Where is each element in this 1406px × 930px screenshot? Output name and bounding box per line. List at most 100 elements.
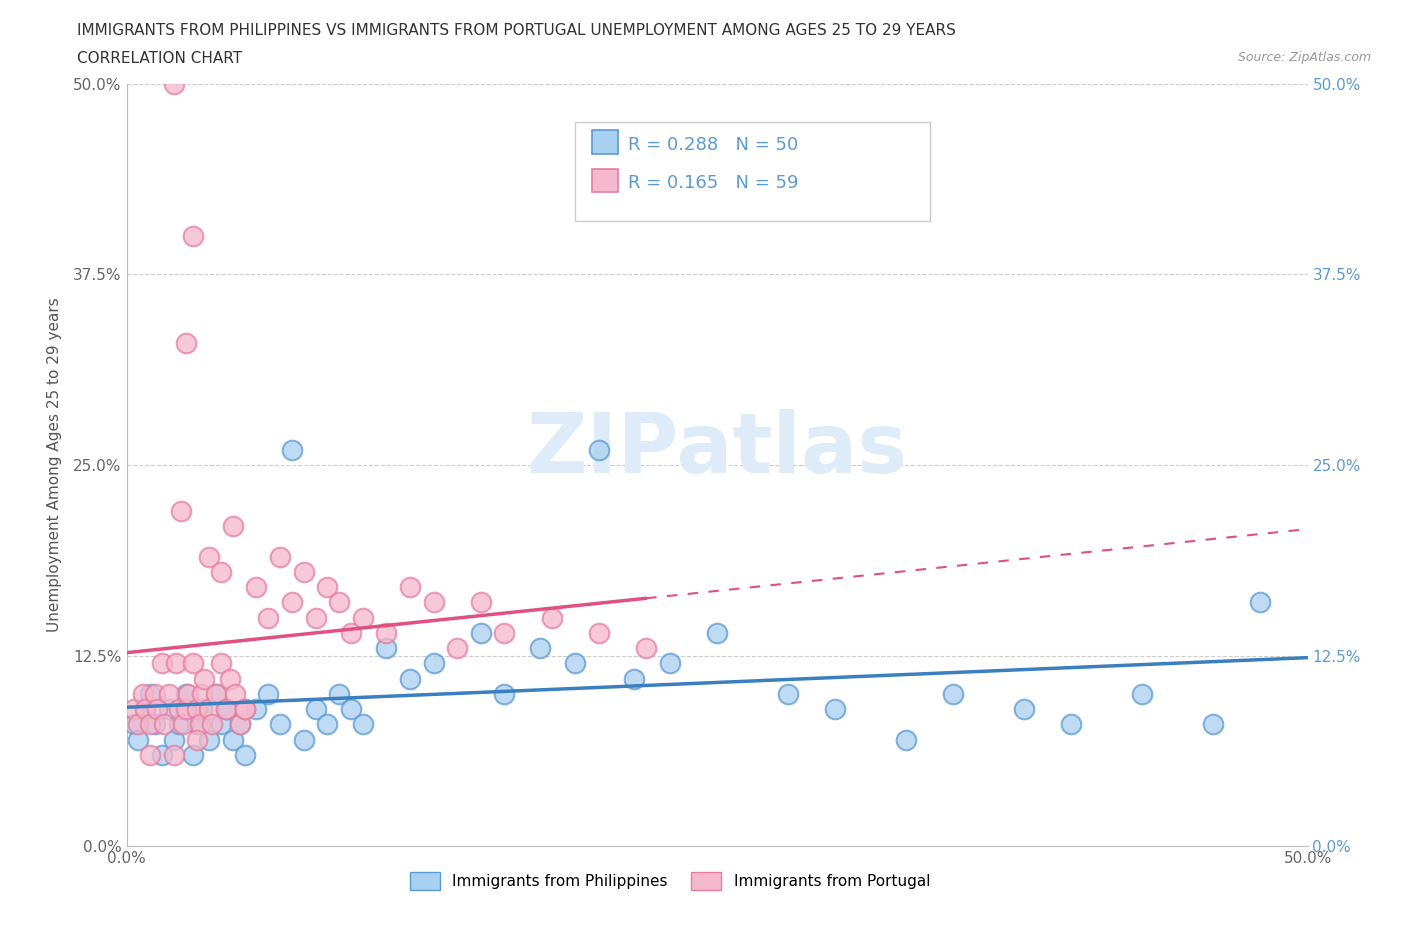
Point <box>188 717 211 732</box>
Point <box>174 336 197 351</box>
Point <box>229 717 252 732</box>
Point <box>198 549 221 564</box>
Point <box>157 701 180 716</box>
Point <box>215 701 238 716</box>
Point <box>824 701 846 716</box>
Point <box>167 701 190 716</box>
Point <box>1130 686 1153 701</box>
Point <box>209 717 232 732</box>
Point <box>245 701 267 716</box>
Point <box>399 671 422 686</box>
Point <box>257 686 280 701</box>
Point <box>292 732 315 747</box>
Point <box>257 610 280 625</box>
Point <box>636 641 658 656</box>
Point <box>316 579 339 594</box>
Point <box>209 656 232 671</box>
Point <box>375 625 398 640</box>
Point <box>340 625 363 640</box>
Point <box>163 732 186 747</box>
Point <box>494 625 516 640</box>
Point <box>328 686 350 701</box>
Point <box>186 717 208 732</box>
Point <box>375 641 398 656</box>
Point <box>281 595 304 610</box>
Point <box>174 701 197 716</box>
Point <box>446 641 468 656</box>
FancyBboxPatch shape <box>592 168 617 192</box>
Point <box>127 732 149 747</box>
Point <box>422 656 444 671</box>
Point <box>352 717 374 732</box>
Point <box>233 701 256 716</box>
Point <box>172 717 194 732</box>
Point <box>292 565 315 579</box>
Point <box>177 686 200 701</box>
Point <box>588 443 610 458</box>
Point <box>540 610 562 625</box>
Point <box>529 641 551 656</box>
Point <box>1012 701 1035 716</box>
Point <box>167 717 190 732</box>
Point <box>143 717 166 732</box>
Point <box>658 656 681 671</box>
Point <box>153 717 176 732</box>
Point <box>470 595 492 610</box>
Point <box>224 686 246 701</box>
Point <box>200 717 222 732</box>
Point <box>316 717 339 732</box>
Point <box>422 595 444 610</box>
Point <box>181 656 204 671</box>
Point <box>170 503 193 518</box>
Point <box>186 701 208 716</box>
Point <box>623 671 645 686</box>
Point <box>1249 595 1271 610</box>
Point <box>139 717 162 732</box>
Point <box>205 686 228 701</box>
Point <box>132 686 155 701</box>
Point <box>134 701 156 716</box>
Point <box>134 701 156 716</box>
Text: IMMIGRANTS FROM PHILIPPINES VS IMMIGRANTS FROM PORTUGAL UNEMPLOYMENT AMONG AGES : IMMIGRANTS FROM PHILIPPINES VS IMMIGRANT… <box>77 23 956 38</box>
Point <box>150 748 173 763</box>
Point <box>588 625 610 640</box>
Y-axis label: Unemployment Among Ages 25 to 29 years: Unemployment Among Ages 25 to 29 years <box>46 298 62 632</box>
Text: ZIPatlas: ZIPatlas <box>527 409 907 490</box>
Point <box>233 748 256 763</box>
Text: CORRELATION CHART: CORRELATION CHART <box>77 51 242 66</box>
Point <box>328 595 350 610</box>
Point <box>191 701 214 716</box>
Point <box>157 686 180 701</box>
Point <box>198 701 221 716</box>
Point <box>191 686 214 701</box>
Point <box>174 686 197 701</box>
Point <box>143 686 166 701</box>
Point <box>122 717 145 732</box>
Point <box>352 610 374 625</box>
Point <box>146 701 169 716</box>
Point <box>222 732 245 747</box>
Point <box>304 701 326 716</box>
Point <box>894 732 917 747</box>
FancyBboxPatch shape <box>575 122 929 221</box>
Point <box>198 732 221 747</box>
Point <box>269 549 291 564</box>
Point <box>340 701 363 716</box>
Point <box>215 701 238 716</box>
Point <box>229 717 252 732</box>
Text: Source: ZipAtlas.com: Source: ZipAtlas.com <box>1237 51 1371 64</box>
Point <box>186 732 208 747</box>
Point <box>181 748 204 763</box>
Point <box>209 565 232 579</box>
Point <box>127 717 149 732</box>
Point <box>706 625 728 640</box>
Text: R = 0.288   N = 50: R = 0.288 N = 50 <box>628 136 799 153</box>
Point <box>139 686 162 701</box>
FancyBboxPatch shape <box>592 130 617 153</box>
Point <box>1060 717 1083 732</box>
Point <box>233 701 256 716</box>
Legend: Immigrants from Philippines, Immigrants from Portugal: Immigrants from Philippines, Immigrants … <box>404 866 936 896</box>
Point <box>163 76 186 91</box>
Point <box>470 625 492 640</box>
Point <box>150 656 173 671</box>
